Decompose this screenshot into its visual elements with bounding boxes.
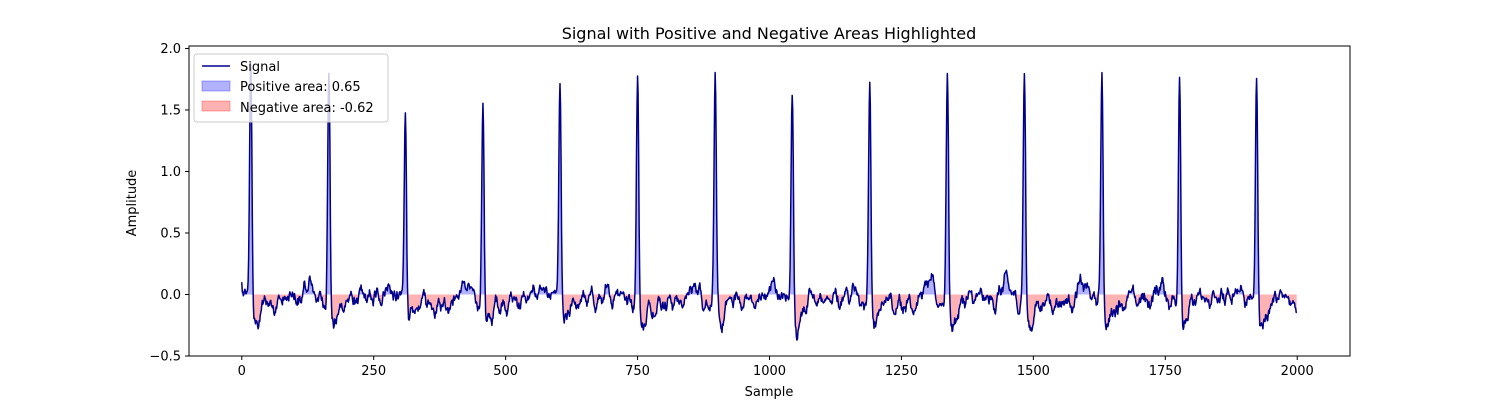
x-tick-label: 250 bbox=[361, 364, 386, 379]
x-tick-label: 1500 bbox=[1017, 364, 1050, 379]
y-tick-label: 0.5 bbox=[160, 226, 181, 241]
negative-area-fill bbox=[241, 294, 1297, 341]
signal-line bbox=[241, 62, 1298, 341]
x-tick-label: 1250 bbox=[885, 364, 918, 379]
chart-title: Signal with Positive and Negative Areas … bbox=[562, 24, 977, 43]
x-tick-label: 500 bbox=[493, 364, 518, 379]
legend-positive-label: Positive area: 0.65 bbox=[240, 80, 361, 95]
x-tick-label: 2000 bbox=[1281, 364, 1314, 379]
x-axis-ticks: 0 250 500 750 1000 1250 1500 1750 2000 bbox=[238, 356, 1314, 379]
legend: Signal Positive area: 0.65 Negative area… bbox=[193, 53, 389, 123]
plot-area bbox=[241, 62, 1298, 341]
x-tick-label: 1000 bbox=[753, 364, 786, 379]
legend-negative-swatch bbox=[201, 100, 231, 112]
y-tick-label: 1.0 bbox=[160, 165, 181, 180]
x-axis-label: Sample bbox=[745, 385, 794, 400]
y-tick-label: 0.0 bbox=[160, 288, 181, 303]
y-tick-label: 1.5 bbox=[160, 103, 181, 118]
y-tick-label: 2.0 bbox=[160, 42, 181, 57]
legend-positive-swatch bbox=[201, 80, 231, 92]
y-axis-ticks: −0.5 0.0 0.5 1.0 1.5 2.0 bbox=[149, 42, 189, 365]
legend-negative-label: Negative area: -0.62 bbox=[240, 101, 374, 116]
y-tick-label: −0.5 bbox=[149, 350, 181, 365]
x-tick-label: 750 bbox=[625, 364, 650, 379]
legend-box bbox=[193, 53, 389, 123]
x-tick-label: 0 bbox=[238, 364, 246, 379]
legend-signal-label: Signal bbox=[240, 60, 280, 75]
x-tick-label: 1750 bbox=[1149, 364, 1182, 379]
signal-line-group bbox=[241, 62, 1298, 341]
y-axis-label: Amplitude bbox=[125, 170, 140, 237]
area-fills bbox=[241, 63, 1297, 341]
